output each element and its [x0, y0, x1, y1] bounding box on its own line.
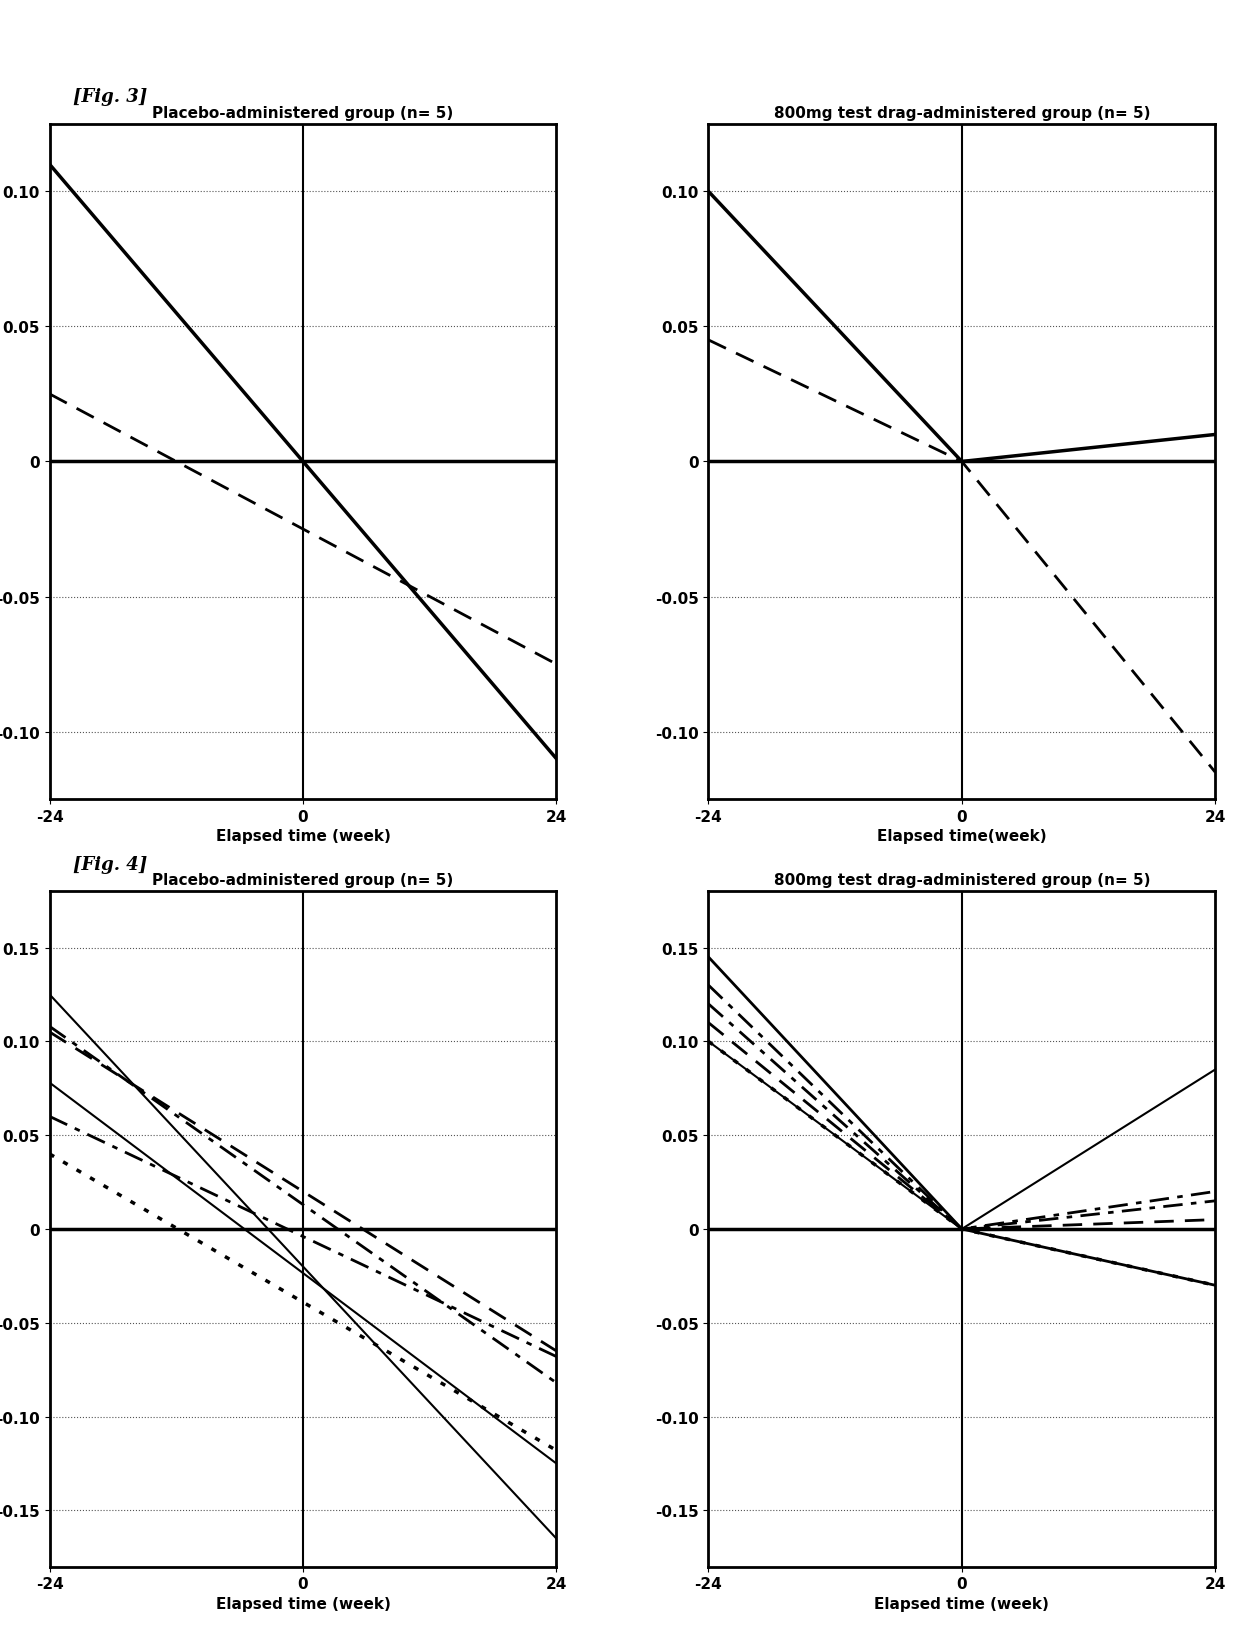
X-axis label: Elapsed time (week): Elapsed time (week) [874, 1596, 1049, 1611]
X-axis label: Elapsed time (week): Elapsed time (week) [216, 1596, 391, 1611]
Title: Placebo-administered group (n= 5): Placebo-administered group (n= 5) [153, 873, 454, 888]
Title: 800mg test drag-administered group (n= 5): 800mg test drag-administered group (n= 5… [774, 873, 1149, 888]
Text: [Fig. 4]: [Fig. 4] [73, 855, 148, 873]
Title: 800mg test drag-administered group (n= 5): 800mg test drag-administered group (n= 5… [774, 106, 1149, 121]
X-axis label: Elapsed time(week): Elapsed time(week) [877, 829, 1047, 844]
Title: Placebo-administered group (n= 5): Placebo-administered group (n= 5) [153, 106, 454, 121]
Text: [Fig. 3]: [Fig. 3] [73, 88, 148, 106]
X-axis label: Elapsed time (week): Elapsed time (week) [216, 829, 391, 844]
